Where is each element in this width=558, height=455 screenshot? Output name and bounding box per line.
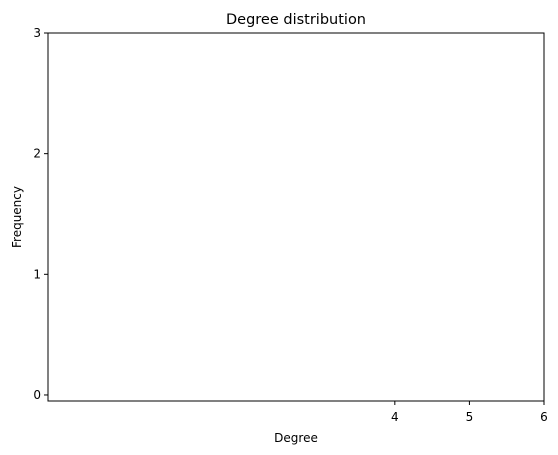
x-tick-label: 6 xyxy=(540,410,548,424)
x-axis-ticks: 4 5 6 xyxy=(391,401,548,424)
y-tick-label: 2 xyxy=(33,147,41,161)
chart-title: Degree distribution xyxy=(226,12,366,28)
y-tick-label: 0 xyxy=(33,388,41,402)
x-axis-label: Degree xyxy=(274,431,318,445)
y-axis-label: Frequency xyxy=(10,186,24,248)
x-tick-label: 5 xyxy=(466,410,474,424)
y-tick-label: 3 xyxy=(33,26,41,40)
x-tick-label: 4 xyxy=(391,410,399,424)
y-tick-label: 1 xyxy=(33,267,41,281)
plot-area xyxy=(47,32,545,402)
y-axis-ticks: 0 1 2 3 xyxy=(33,26,48,402)
